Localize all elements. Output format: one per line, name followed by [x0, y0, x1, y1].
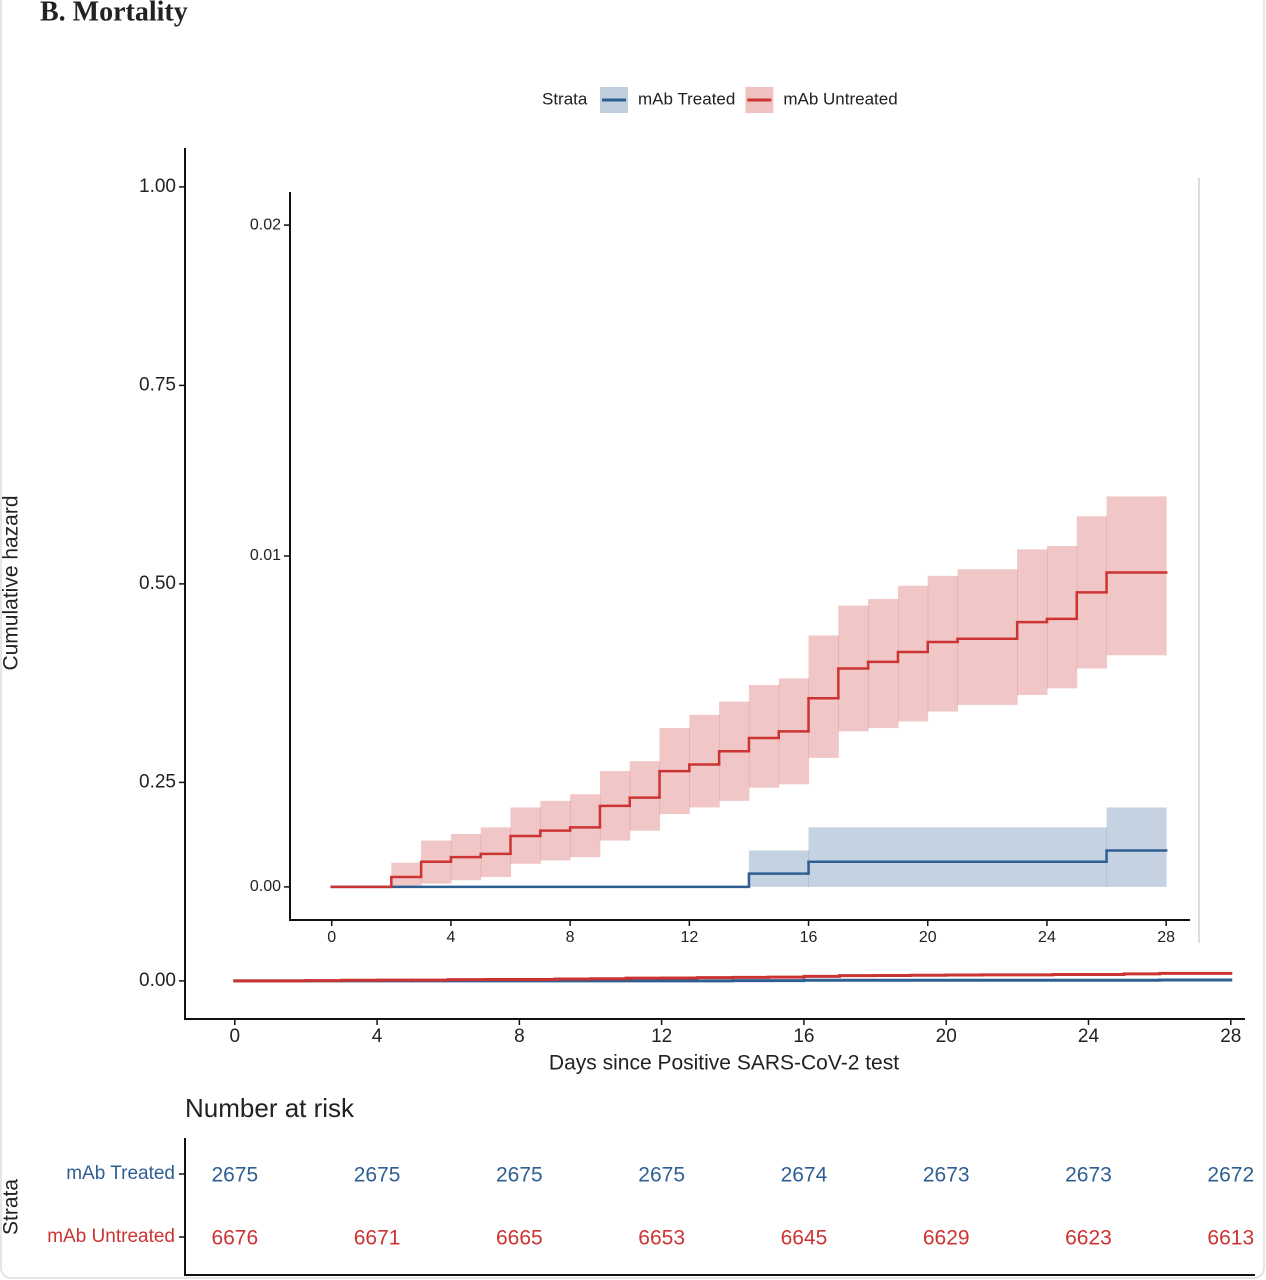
x-tick-label: 28: [1157, 929, 1175, 946]
x-tick-label: 4: [372, 1026, 383, 1047]
y-axis-label: Cumulative hazard: [0, 495, 23, 670]
ci-band: [391, 862, 422, 887]
ci-band: [748, 685, 780, 788]
step-riser: [747, 850, 1108, 887]
risk-row-label: mAb Untreated: [47, 1226, 175, 1247]
x-tick-label: 20: [936, 1026, 957, 1047]
x-tick-label: 20: [919, 929, 937, 946]
risk-value: 6645: [781, 1227, 828, 1250]
risk-value: 6613: [1207, 1227, 1254, 1250]
y-tick-label: 0.00: [139, 970, 176, 991]
ci-band: [480, 827, 512, 877]
y-tick-label: 0.25: [139, 771, 176, 792]
x-tick-label: 4: [446, 929, 455, 946]
ci-band: [1106, 496, 1167, 656]
legend-label: mAb Untreated: [783, 89, 897, 108]
risk-value: 6629: [923, 1227, 970, 1250]
ci-band: [570, 794, 601, 858]
risk-value: 2675: [354, 1164, 401, 1187]
ci-band: [897, 585, 929, 722]
ci-band: [808, 635, 839, 758]
x-tick-label: 8: [514, 1026, 525, 1047]
x-tick-label: 0: [327, 929, 336, 946]
risk-value: 6676: [211, 1227, 258, 1250]
x-tick-label: 8: [566, 929, 575, 946]
risk-value: 6653: [638, 1227, 685, 1250]
ci-band: [957, 569, 1018, 705]
ci-band: [1106, 807, 1167, 887]
step-riser: [390, 572, 1108, 887]
chart-title: B. Mortality: [40, 0, 188, 27]
ci-band: [927, 575, 959, 712]
ci-band: [808, 827, 1108, 887]
risk-value: 2675: [211, 1164, 258, 1187]
y-tick-label: 1.00: [139, 176, 176, 197]
ci-band: [689, 714, 720, 808]
ci-band: [1046, 546, 1078, 689]
risk-value: 2673: [1065, 1164, 1112, 1187]
x-tick-label: 12: [651, 1026, 672, 1047]
risk-value: 6671: [354, 1227, 401, 1250]
risk-value: 2675: [496, 1164, 543, 1187]
legend-label: mAb Treated: [638, 89, 735, 108]
x-tick-label: 12: [680, 929, 698, 946]
x-axis-label: Days since Positive SARS-CoV-2 test: [549, 1052, 899, 1075]
risk-title: Number at risk: [185, 1093, 355, 1123]
y-tick-label: 0.75: [139, 374, 176, 395]
ci-band: [868, 599, 899, 729]
risk-value: 2673: [923, 1164, 970, 1187]
x-tick-label: 16: [800, 929, 818, 946]
x-tick-label: 0: [230, 1026, 241, 1047]
x-tick-label: 28: [1220, 1026, 1241, 1047]
x-tick-label: 24: [1078, 1026, 1100, 1047]
risk-strata-label: Strata: [0, 1179, 23, 1235]
risk-value: 2672: [1207, 1164, 1254, 1187]
legend-title: Strata: [542, 89, 588, 108]
risk-value: 2674: [781, 1164, 828, 1187]
y-tick-label: 0.00: [250, 878, 281, 895]
risk-value: 6623: [1065, 1227, 1112, 1250]
risk-value: 6665: [496, 1227, 543, 1250]
x-tick-label: 24: [1038, 929, 1056, 946]
y-tick-label: 0.50: [139, 573, 176, 594]
y-tick-label: 0.01: [250, 547, 281, 564]
ci-band: [748, 850, 810, 887]
ci-band: [629, 761, 661, 831]
x-tick-label: 16: [793, 1026, 814, 1047]
risk-value: 2675: [638, 1164, 685, 1187]
risk-row-label: mAb Treated: [66, 1163, 175, 1184]
y-tick-label: 0.02: [250, 216, 281, 233]
